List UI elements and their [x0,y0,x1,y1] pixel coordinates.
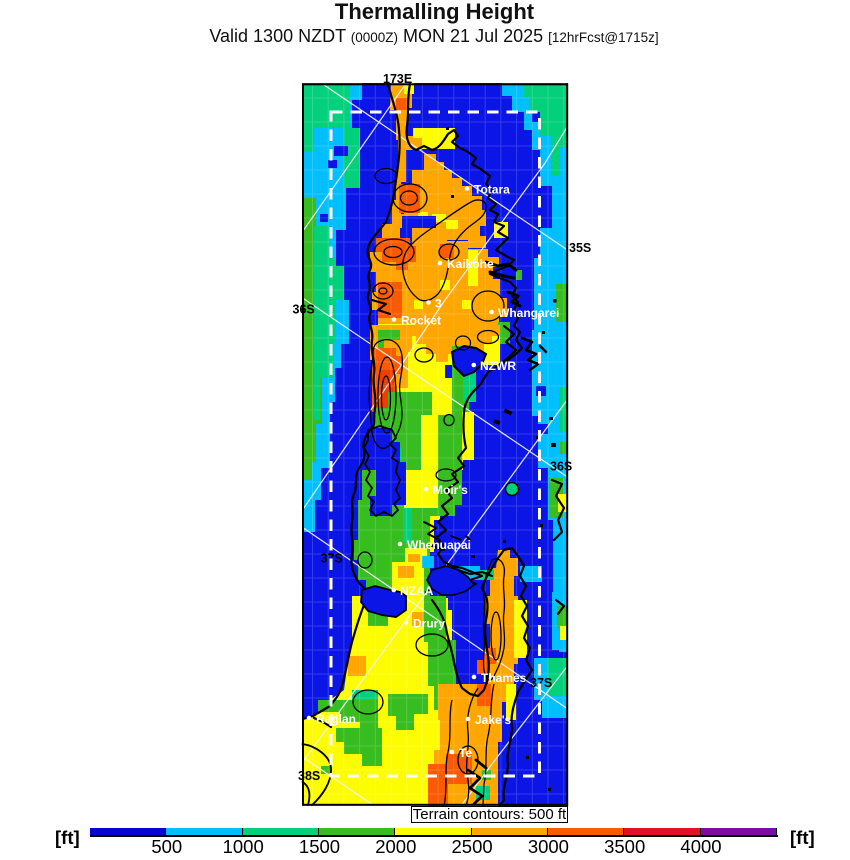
svg-text:173E: 173E [383,72,412,86]
svg-text:NZAA: NZAA [400,584,434,598]
svg-text:3: 3 [435,297,442,311]
svg-text:Jake's: Jake's [475,713,512,727]
svg-text:Moir's: Moir's [433,483,468,497]
svg-text:NZWR: NZWR [480,359,516,373]
svg-text:38S: 38S [298,769,320,783]
svg-text:Drury: Drury [413,617,445,631]
svg-text:Whangarei: Whangarei [498,306,559,320]
svg-text:37S: 37S [530,676,552,690]
svg-text:Kaikohe: Kaikohe [447,257,494,271]
svg-text:Raglan: Raglan [316,712,356,726]
svg-text:Te: Te [459,746,472,760]
svg-text:Rocket: Rocket [401,314,441,328]
svg-text:Totara: Totara [474,183,510,197]
svg-text:Thames: Thames [481,671,527,685]
svg-text:36S: 36S [550,460,572,474]
svg-text:Whenuapai: Whenuapai [407,538,471,552]
svg-text:35S: 35S [569,241,591,255]
